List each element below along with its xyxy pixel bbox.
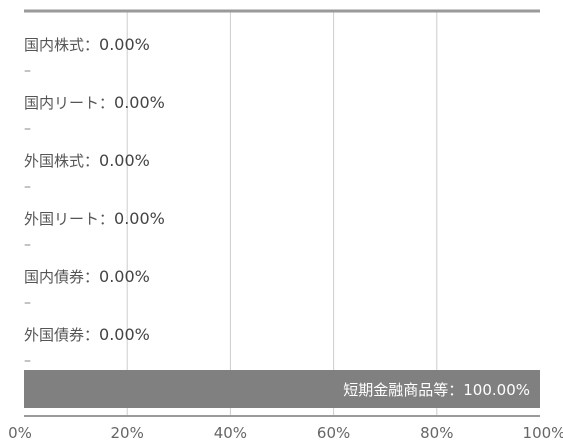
category-label: 国内リート：0.00% xyxy=(24,93,165,112)
bars: 短期金融商品等：100.00% xyxy=(24,370,540,408)
x-tick-label: 0% xyxy=(8,424,32,442)
zero-value-marker: – xyxy=(24,295,31,311)
grid-lines xyxy=(126,12,438,416)
category-label: 外国債券：0.00% xyxy=(24,325,150,344)
x-axis-ticks: 0% 20% 40% 60% 80% 100% xyxy=(8,424,563,442)
x-tick-label: 20% xyxy=(111,424,144,442)
category-label: 国内債券：0.00% xyxy=(24,267,150,286)
x-tick-label: 80% xyxy=(420,424,453,442)
bar-label: 短期金融商品等：100.00% xyxy=(343,381,530,399)
zero-value-marker: – xyxy=(24,237,31,253)
x-tick-label: 40% xyxy=(214,424,247,442)
category-label: 外国リート：0.00% xyxy=(24,209,165,228)
bar xyxy=(24,370,540,408)
zero-value-marker: – xyxy=(24,63,31,79)
x-tick-label: 60% xyxy=(317,424,350,442)
zero-value-marker: – xyxy=(24,353,31,369)
category-label: 国内株式：0.00% xyxy=(24,35,150,54)
zero-value-marker: – xyxy=(24,121,31,137)
category-label: 外国株式：0.00% xyxy=(24,151,150,170)
category-rows: 国内株式：0.00% – 国内リート：0.00% – 外国株式：0.00% – 外国リート：… xyxy=(24,35,165,369)
x-tick-label: 100% xyxy=(523,424,563,442)
zero-value-marker: – xyxy=(24,179,31,195)
